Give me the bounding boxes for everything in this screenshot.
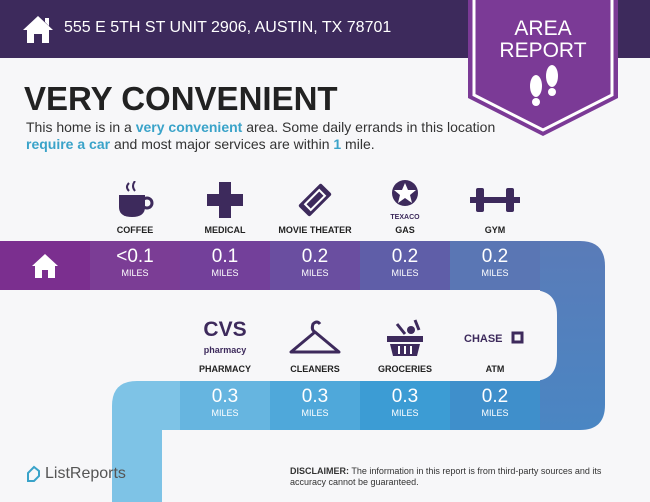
distance-unit: MILES bbox=[211, 268, 239, 278]
dumbbell-icon bbox=[450, 178, 540, 222]
chase-logo-icon: CHASE bbox=[450, 316, 540, 360]
page-title: VERY CONVENIENT bbox=[24, 80, 338, 117]
amenity-label: GAS bbox=[395, 225, 415, 235]
distance-unit: MILES bbox=[391, 268, 419, 278]
hanger-icon bbox=[270, 316, 360, 360]
distance-cell: 0.3 MILES bbox=[270, 381, 360, 430]
medical-cross-icon bbox=[180, 178, 270, 222]
amenity-label: PHARMACY bbox=[198, 364, 251, 374]
desc-text: This home is in a bbox=[26, 119, 136, 135]
distance-cell: 0.3 MILES bbox=[180, 381, 270, 430]
property-address: 555 E 5TH ST UNIT 2906, AUSTIN, TX 78701 bbox=[64, 19, 392, 36]
footprints-icon bbox=[530, 65, 558, 106]
description: This home is in a very convenient area. … bbox=[26, 119, 506, 153]
distance-unit: MILES bbox=[121, 268, 149, 278]
amenity-label: GYM bbox=[484, 225, 506, 235]
distance-cell: 0.3 MILES bbox=[360, 381, 450, 430]
distance-value: 0.3 bbox=[301, 386, 329, 407]
svg-text:CVS: CVS bbox=[203, 318, 246, 341]
distance-value: 0.2 bbox=[391, 246, 419, 267]
distance-unit: MILES bbox=[481, 268, 509, 278]
distance-value: 0.2 bbox=[481, 246, 509, 267]
distance-value: <0.1 bbox=[116, 246, 154, 267]
distance-cell: 0.2 MILES bbox=[450, 241, 540, 290]
distance-value: 0.2 bbox=[301, 246, 329, 267]
distance-value: 0.2 bbox=[481, 386, 509, 407]
amenity-label: MOVIE THEATER bbox=[278, 225, 352, 235]
amenity-label: GROCERIES bbox=[377, 364, 432, 374]
texaco-icon: TEXACO bbox=[360, 178, 450, 222]
disclaimer-text: The information in this report is from t… bbox=[290, 466, 602, 487]
amenity-label: CLEANERS bbox=[290, 364, 340, 374]
distance-cell: 0.2 MILES bbox=[270, 241, 360, 290]
home-icon bbox=[23, 16, 53, 43]
desc-highlight: 1 bbox=[333, 136, 342, 152]
distance-unit: MILES bbox=[391, 408, 419, 418]
distance-value: 0.1 bbox=[211, 246, 239, 267]
disclaimer: DISCLAIMER: The information in this repo… bbox=[290, 466, 635, 488]
disclaimer-label: DISCLAIMER: bbox=[290, 466, 349, 476]
listreports-logo-icon bbox=[27, 465, 40, 482]
home-cell bbox=[0, 241, 90, 290]
svg-text:pharmacy: pharmacy bbox=[204, 345, 247, 355]
distance-unit: MILES bbox=[301, 408, 329, 418]
area-report-badge bbox=[468, 0, 618, 136]
distance-cell: 0.1 MILES bbox=[180, 241, 270, 290]
desc-text: and most major services are within bbox=[110, 136, 334, 152]
basket-icon bbox=[360, 316, 450, 360]
distance-cell: 0.2 MILES bbox=[450, 381, 540, 430]
distance-unit: MILES bbox=[211, 408, 239, 418]
amenity-label: MEDICAL bbox=[204, 225, 246, 235]
distance-unit: MILES bbox=[481, 408, 509, 418]
desc-text: area. Some daily errands in this locatio… bbox=[242, 119, 496, 135]
distance-value: 0.3 bbox=[211, 386, 239, 407]
desc-text: mile. bbox=[341, 136, 375, 152]
ticket-icon bbox=[270, 178, 360, 222]
cvs-logo-icon: CVS pharmacy bbox=[180, 316, 270, 360]
amenity-label: ATM bbox=[485, 364, 505, 374]
distance-cell: 0.2 MILES bbox=[360, 241, 450, 290]
desc-highlight: require a car bbox=[26, 136, 111, 152]
distance-cell: <0.1 MILES bbox=[90, 241, 180, 290]
svg-text:TEXACO: TEXACO bbox=[390, 214, 420, 221]
badge-line1: AREA bbox=[514, 17, 572, 40]
desc-highlight: very convenient bbox=[135, 119, 243, 135]
logo-text: ListReports bbox=[45, 465, 126, 482]
distance-unit: MILES bbox=[301, 268, 329, 278]
distance-value: 0.3 bbox=[391, 386, 419, 407]
home-icon bbox=[32, 253, 58, 278]
badge-line2: REPORT bbox=[499, 39, 587, 62]
svg-text:CHASE: CHASE bbox=[464, 333, 503, 345]
listreports-logo: ListReports bbox=[25, 465, 126, 483]
coffee-cup-icon bbox=[90, 178, 180, 222]
amenity-label: COFFEE bbox=[116, 225, 154, 235]
